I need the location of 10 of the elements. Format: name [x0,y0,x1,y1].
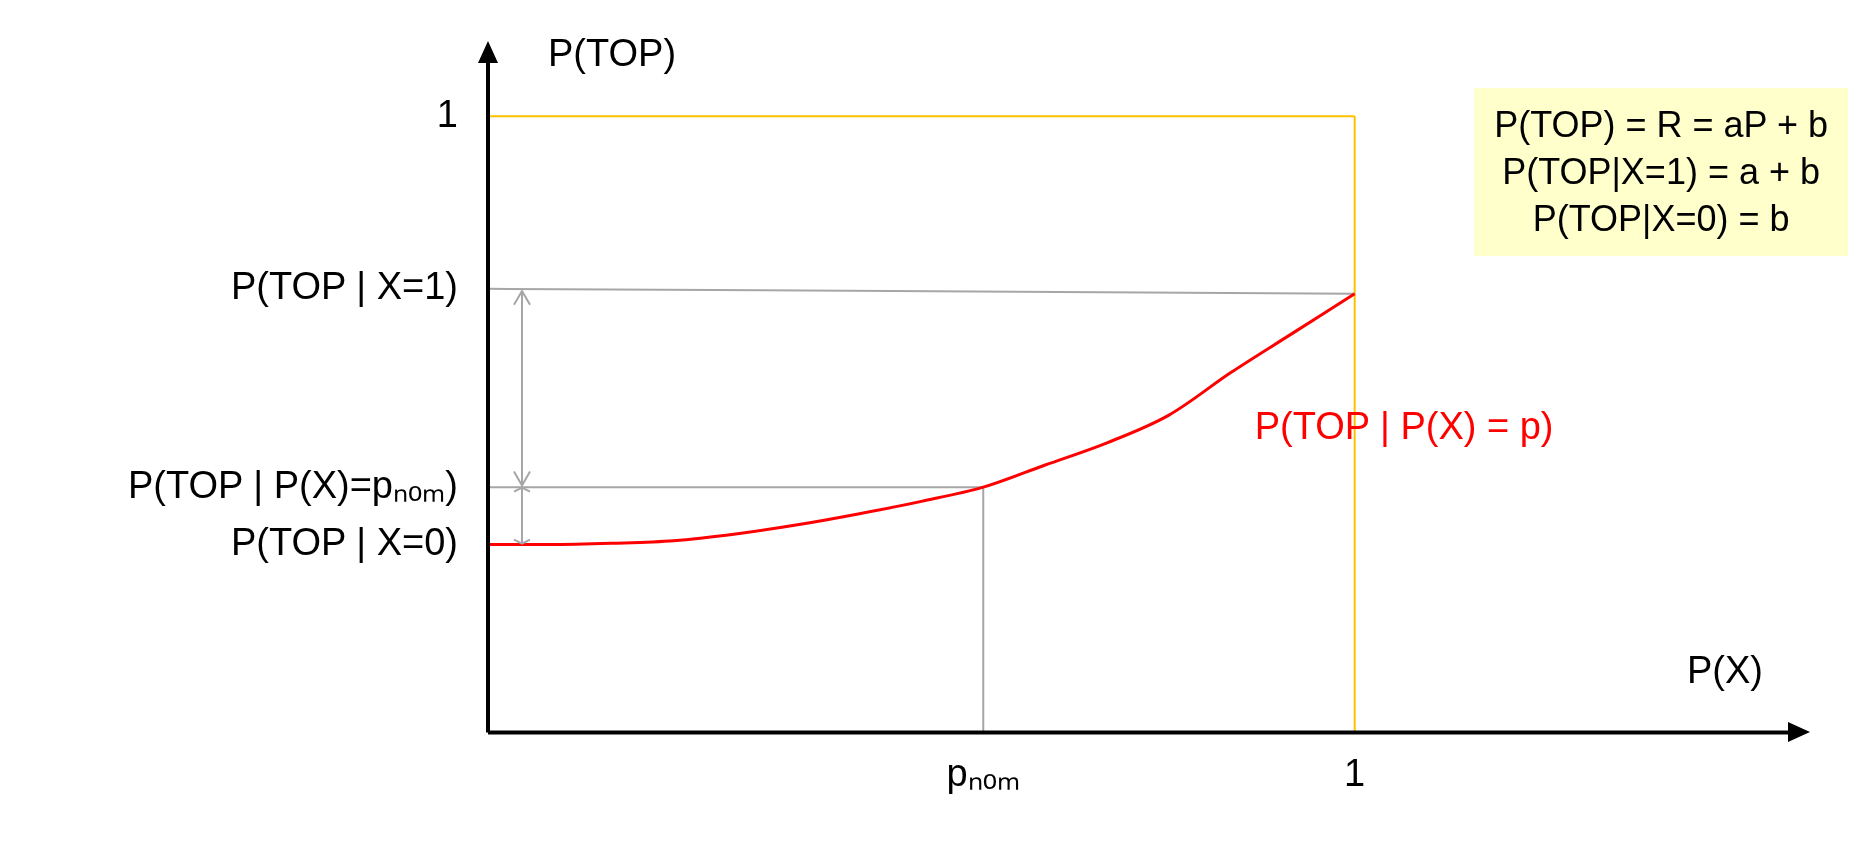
annotation: P(TOP) = R = aP + b [1494,103,1828,147]
y-tick-label: P(TOP | X=1) [230,265,458,308]
y-tick-label: P(TOP | X=0) [230,520,458,563]
x-tick-label: pₙₒₘ [946,751,1020,794]
y-tick-label: P(TOP | P(X)=pₙₒₘ) [127,463,458,506]
annotation: P(TOP|X=1) = a + b [1501,149,1821,194]
x-axis-title: P(X) [1687,648,1763,691]
y-axis-title: P(TOP) [548,32,677,75]
y-tick-label: 1 [436,92,458,135]
annotation: P(TOP|X=0) = b [1531,196,1791,241]
